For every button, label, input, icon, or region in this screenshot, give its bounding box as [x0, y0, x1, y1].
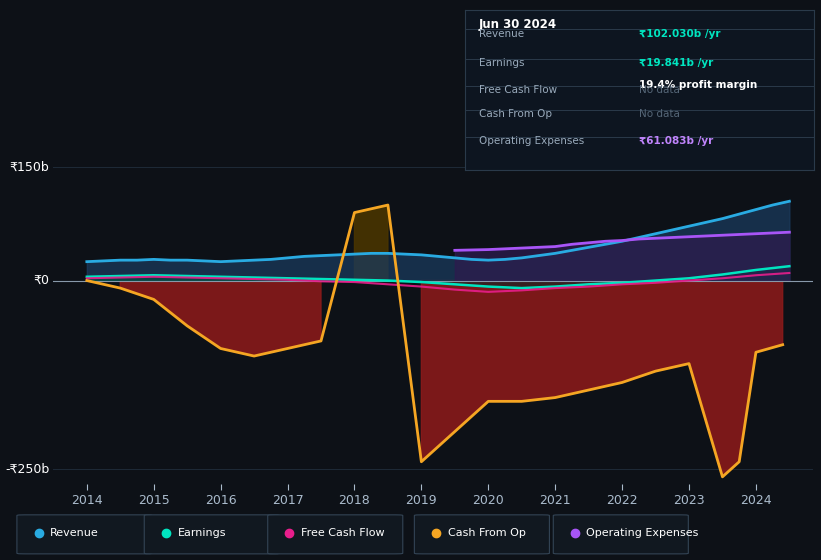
Text: Revenue: Revenue	[50, 529, 99, 538]
Text: No data: No data	[639, 109, 680, 119]
Text: Earnings: Earnings	[479, 58, 524, 68]
Text: Earnings: Earnings	[177, 529, 226, 538]
FancyBboxPatch shape	[144, 515, 279, 554]
Text: ₹102.030b /yr: ₹102.030b /yr	[639, 29, 721, 39]
Text: ₹150b: ₹150b	[10, 161, 49, 174]
Text: Cash From Op: Cash From Op	[447, 529, 525, 538]
Text: 19.4% profit margin: 19.4% profit margin	[639, 80, 758, 90]
Text: Free Cash Flow: Free Cash Flow	[301, 529, 384, 538]
Text: Revenue: Revenue	[479, 29, 524, 39]
Text: Free Cash Flow: Free Cash Flow	[479, 85, 557, 95]
Text: Operating Expenses: Operating Expenses	[479, 136, 584, 146]
Text: Jun 30 2024: Jun 30 2024	[479, 18, 557, 31]
Text: ₹0: ₹0	[34, 274, 49, 287]
Text: Operating Expenses: Operating Expenses	[586, 529, 699, 538]
Text: Cash From Op: Cash From Op	[479, 109, 552, 119]
Text: ₹61.083b /yr: ₹61.083b /yr	[639, 136, 713, 146]
FancyBboxPatch shape	[17, 515, 152, 554]
Text: ₹19.841b /yr: ₹19.841b /yr	[639, 58, 713, 68]
Text: -₹250b: -₹250b	[5, 463, 49, 476]
FancyBboxPatch shape	[415, 515, 549, 554]
Text: No data: No data	[639, 85, 680, 95]
FancyBboxPatch shape	[553, 515, 688, 554]
FancyBboxPatch shape	[268, 515, 403, 554]
